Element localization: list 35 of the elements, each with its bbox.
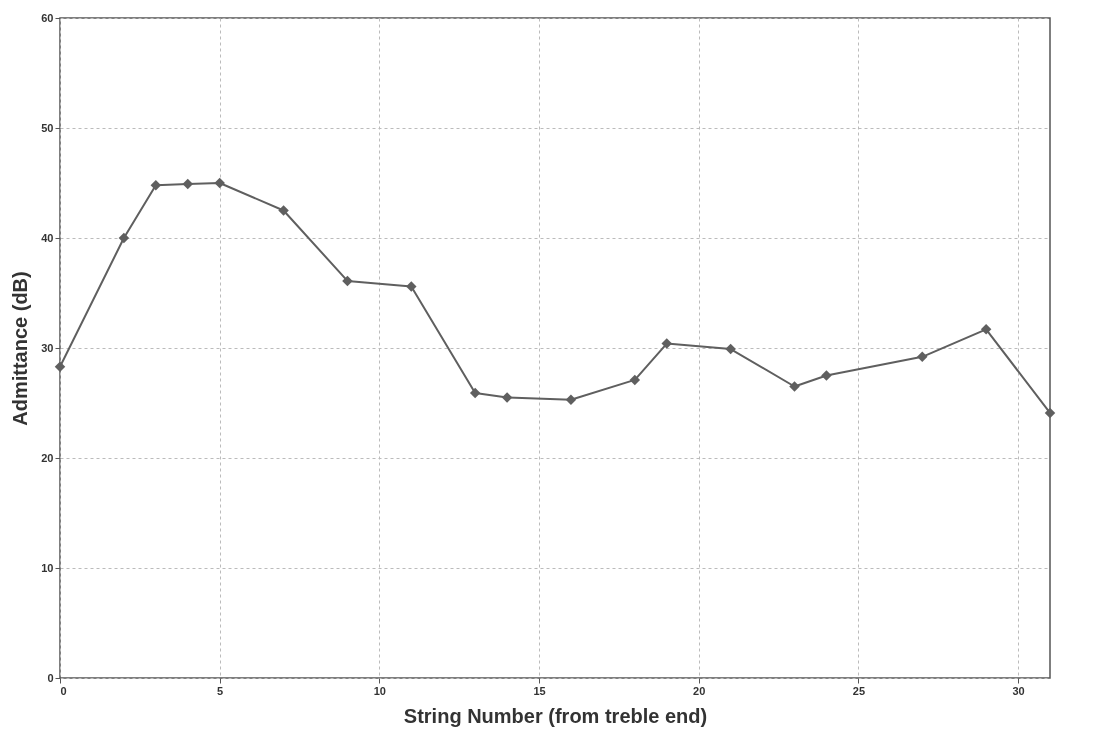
y-tick-label: 10 [41, 561, 54, 574]
y-tick-label: 0 [47, 671, 54, 684]
x-tick-label: 0 [60, 684, 67, 697]
y-tick-label: 20 [41, 451, 54, 464]
point [980, 324, 992, 335]
y-tick-label: 50 [41, 121, 54, 134]
y-tick-label: 30 [41, 341, 54, 354]
point [821, 370, 832, 381]
x-tick-label: 5 [217, 684, 224, 697]
point [725, 343, 736, 355]
point [278, 205, 289, 216]
y-tick-label: 40 [41, 231, 54, 244]
point [182, 178, 193, 190]
point [917, 351, 928, 363]
point [342, 275, 353, 287]
point [1044, 407, 1056, 419]
point [54, 361, 66, 372]
y-tick-label: 60 [41, 11, 54, 24]
point [501, 392, 513, 403]
point [406, 281, 417, 292]
point [150, 179, 162, 191]
point [469, 387, 481, 399]
x-tick-label: 30 [1012, 684, 1025, 697]
point [629, 374, 641, 386]
x-tick-label: 15 [533, 684, 546, 697]
x-tick-label: 10 [373, 684, 386, 697]
y-axis-title: Admittance (dB) [9, 271, 32, 426]
x-axis-title: String Number (from treble end) [403, 704, 708, 727]
point [118, 232, 130, 244]
point [789, 381, 800, 392]
point [214, 177, 225, 189]
point [565, 394, 577, 405]
point [661, 338, 673, 349]
x-tick-label: 20 [693, 684, 706, 697]
x-tick-label: 25 [852, 684, 866, 697]
